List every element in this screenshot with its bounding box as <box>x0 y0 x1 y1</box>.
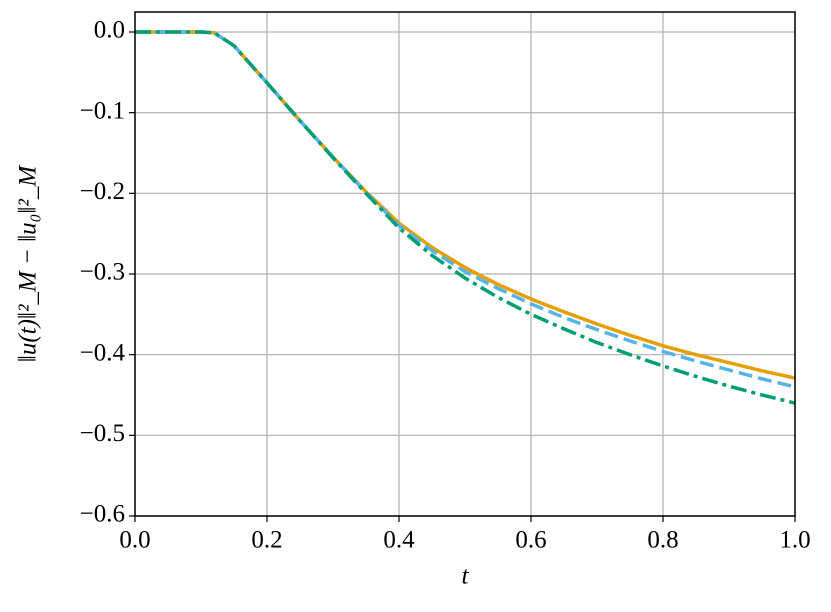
x-axis-label: t <box>462 563 470 590</box>
x-tick-label: 0.6 <box>515 527 546 554</box>
grid <box>134 12 796 517</box>
y-tick-label: −0.5 <box>80 420 125 447</box>
x-tick-label: 0.4 <box>383 527 415 554</box>
y-tick-label: −0.4 <box>80 339 126 366</box>
y-tick-label: −0.1 <box>80 97 125 124</box>
series-line <box>135 30 796 405</box>
plot-frame <box>134 11 796 517</box>
y-axis-label: ‖u(t)‖²_M − ‖u₀‖²_M <box>15 165 42 363</box>
y-tick-label: −0.2 <box>80 178 125 205</box>
x-tick-label: 0.0 <box>119 527 150 554</box>
x-tick-label: 1.0 <box>779 527 810 554</box>
lines <box>135 30 796 405</box>
series-line <box>135 30 796 380</box>
x-tick-label: 0.2 <box>251 527 282 554</box>
y-tick-label: 0.0 <box>94 17 125 44</box>
y-tick-label: −0.3 <box>80 259 125 286</box>
x-tick-label: 0.8 <box>647 527 678 554</box>
y-tick-label: −0.6 <box>80 501 125 528</box>
series-line <box>135 30 796 389</box>
